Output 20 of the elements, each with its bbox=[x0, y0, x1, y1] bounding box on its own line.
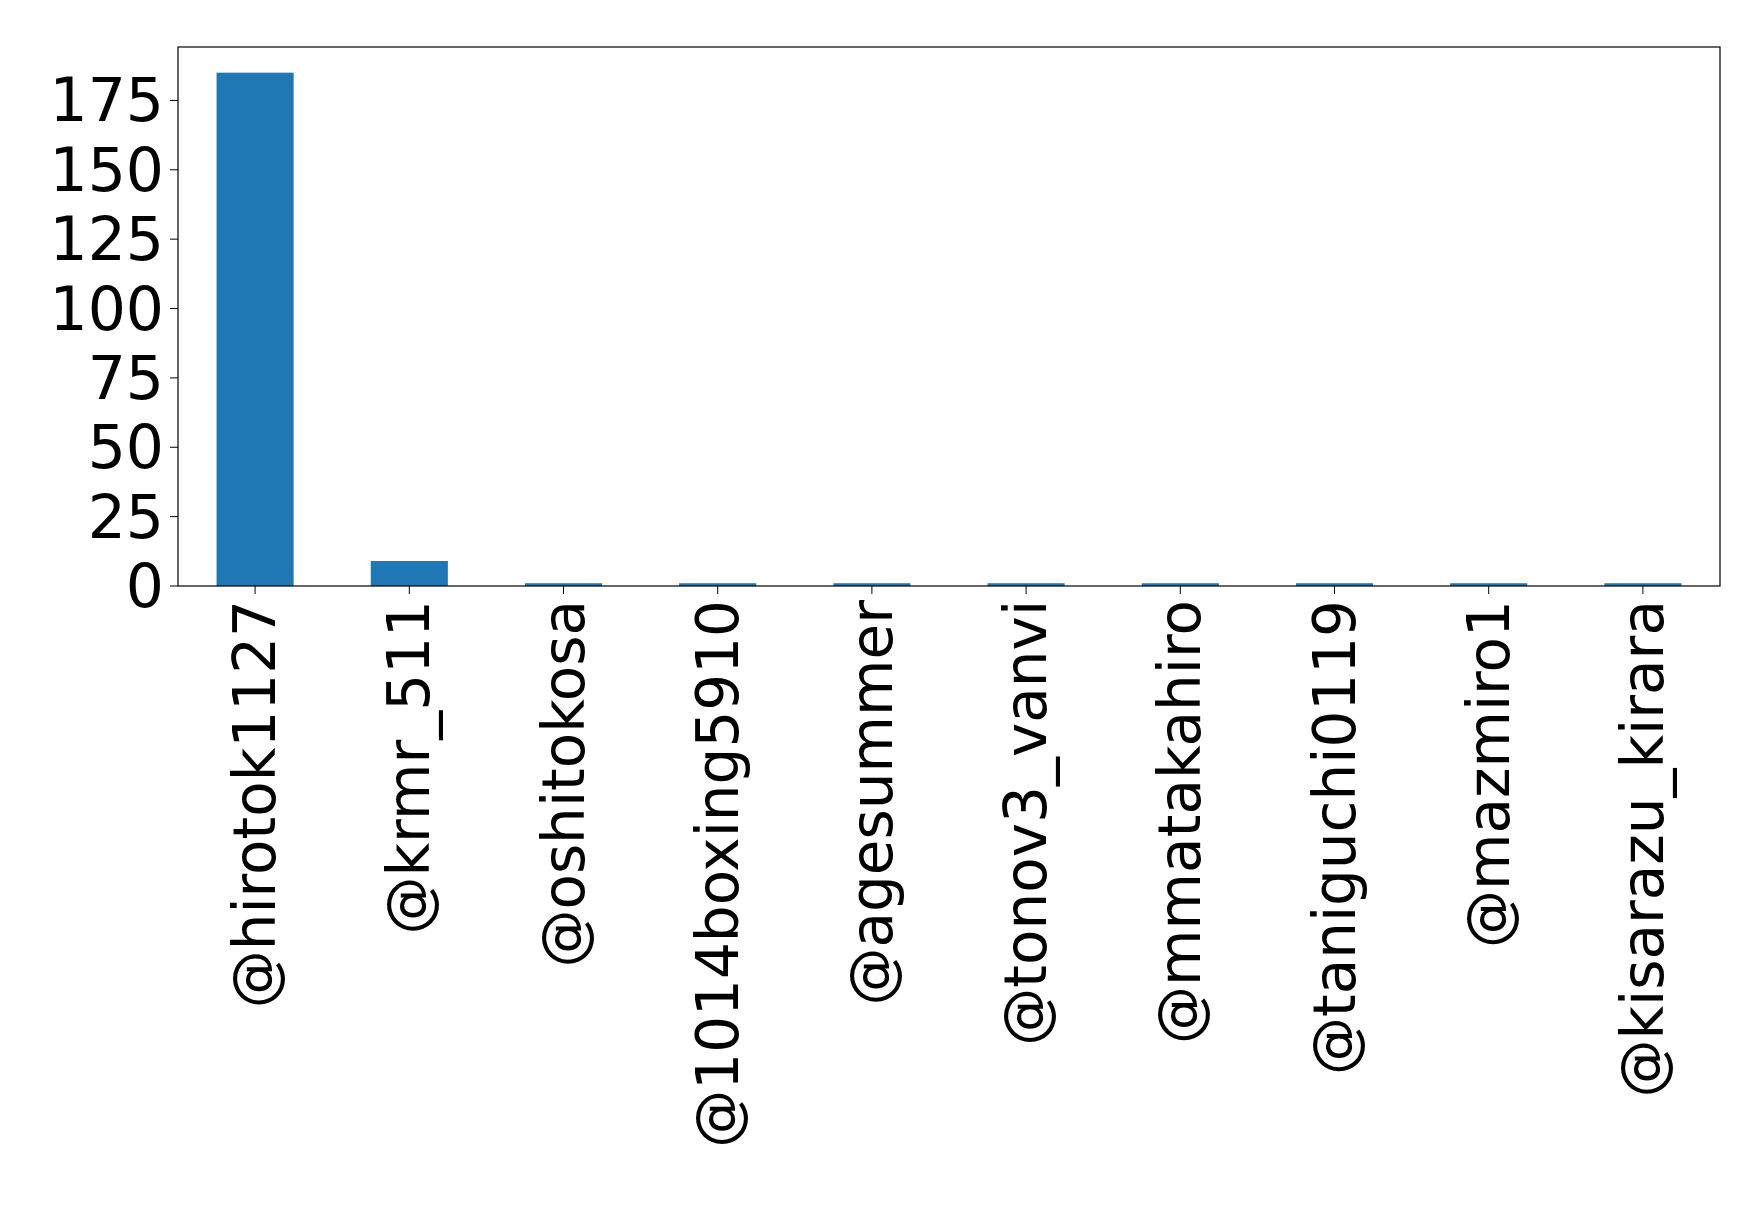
x-tick-label: @mmatakahiro bbox=[1146, 600, 1215, 1044]
x-tick-label: @kisarazu_kirara bbox=[1608, 600, 1677, 1098]
x-tick-label: @mazmiro1 bbox=[1454, 600, 1523, 949]
bar bbox=[370, 561, 448, 586]
x-tick-label: @krmr_511 bbox=[375, 600, 444, 935]
y-tick-label: 150 bbox=[49, 134, 164, 205]
x-tick-label: @1014boxing5910 bbox=[683, 600, 752, 1148]
y-tick-label: 75 bbox=[87, 342, 164, 413]
y-tick-label: 100 bbox=[49, 273, 164, 344]
y-tick-label: 175 bbox=[49, 65, 164, 136]
x-tick-label: @oshitokosa bbox=[529, 600, 598, 968]
y-tick-label: 0 bbox=[125, 551, 164, 621]
x-tick-label: @tonov3_vanvi bbox=[992, 600, 1061, 1046]
x-tick-label: @hirotok1127 bbox=[221, 600, 290, 1009]
y-tick-label: 25 bbox=[87, 481, 164, 552]
x-tick-label: @taniguchi0119 bbox=[1300, 600, 1369, 1076]
x-tick-label: @agesummer bbox=[837, 599, 906, 1006]
bar bbox=[216, 72, 294, 586]
y-tick-label: 125 bbox=[49, 204, 164, 275]
y-tick-label: 50 bbox=[87, 412, 164, 483]
